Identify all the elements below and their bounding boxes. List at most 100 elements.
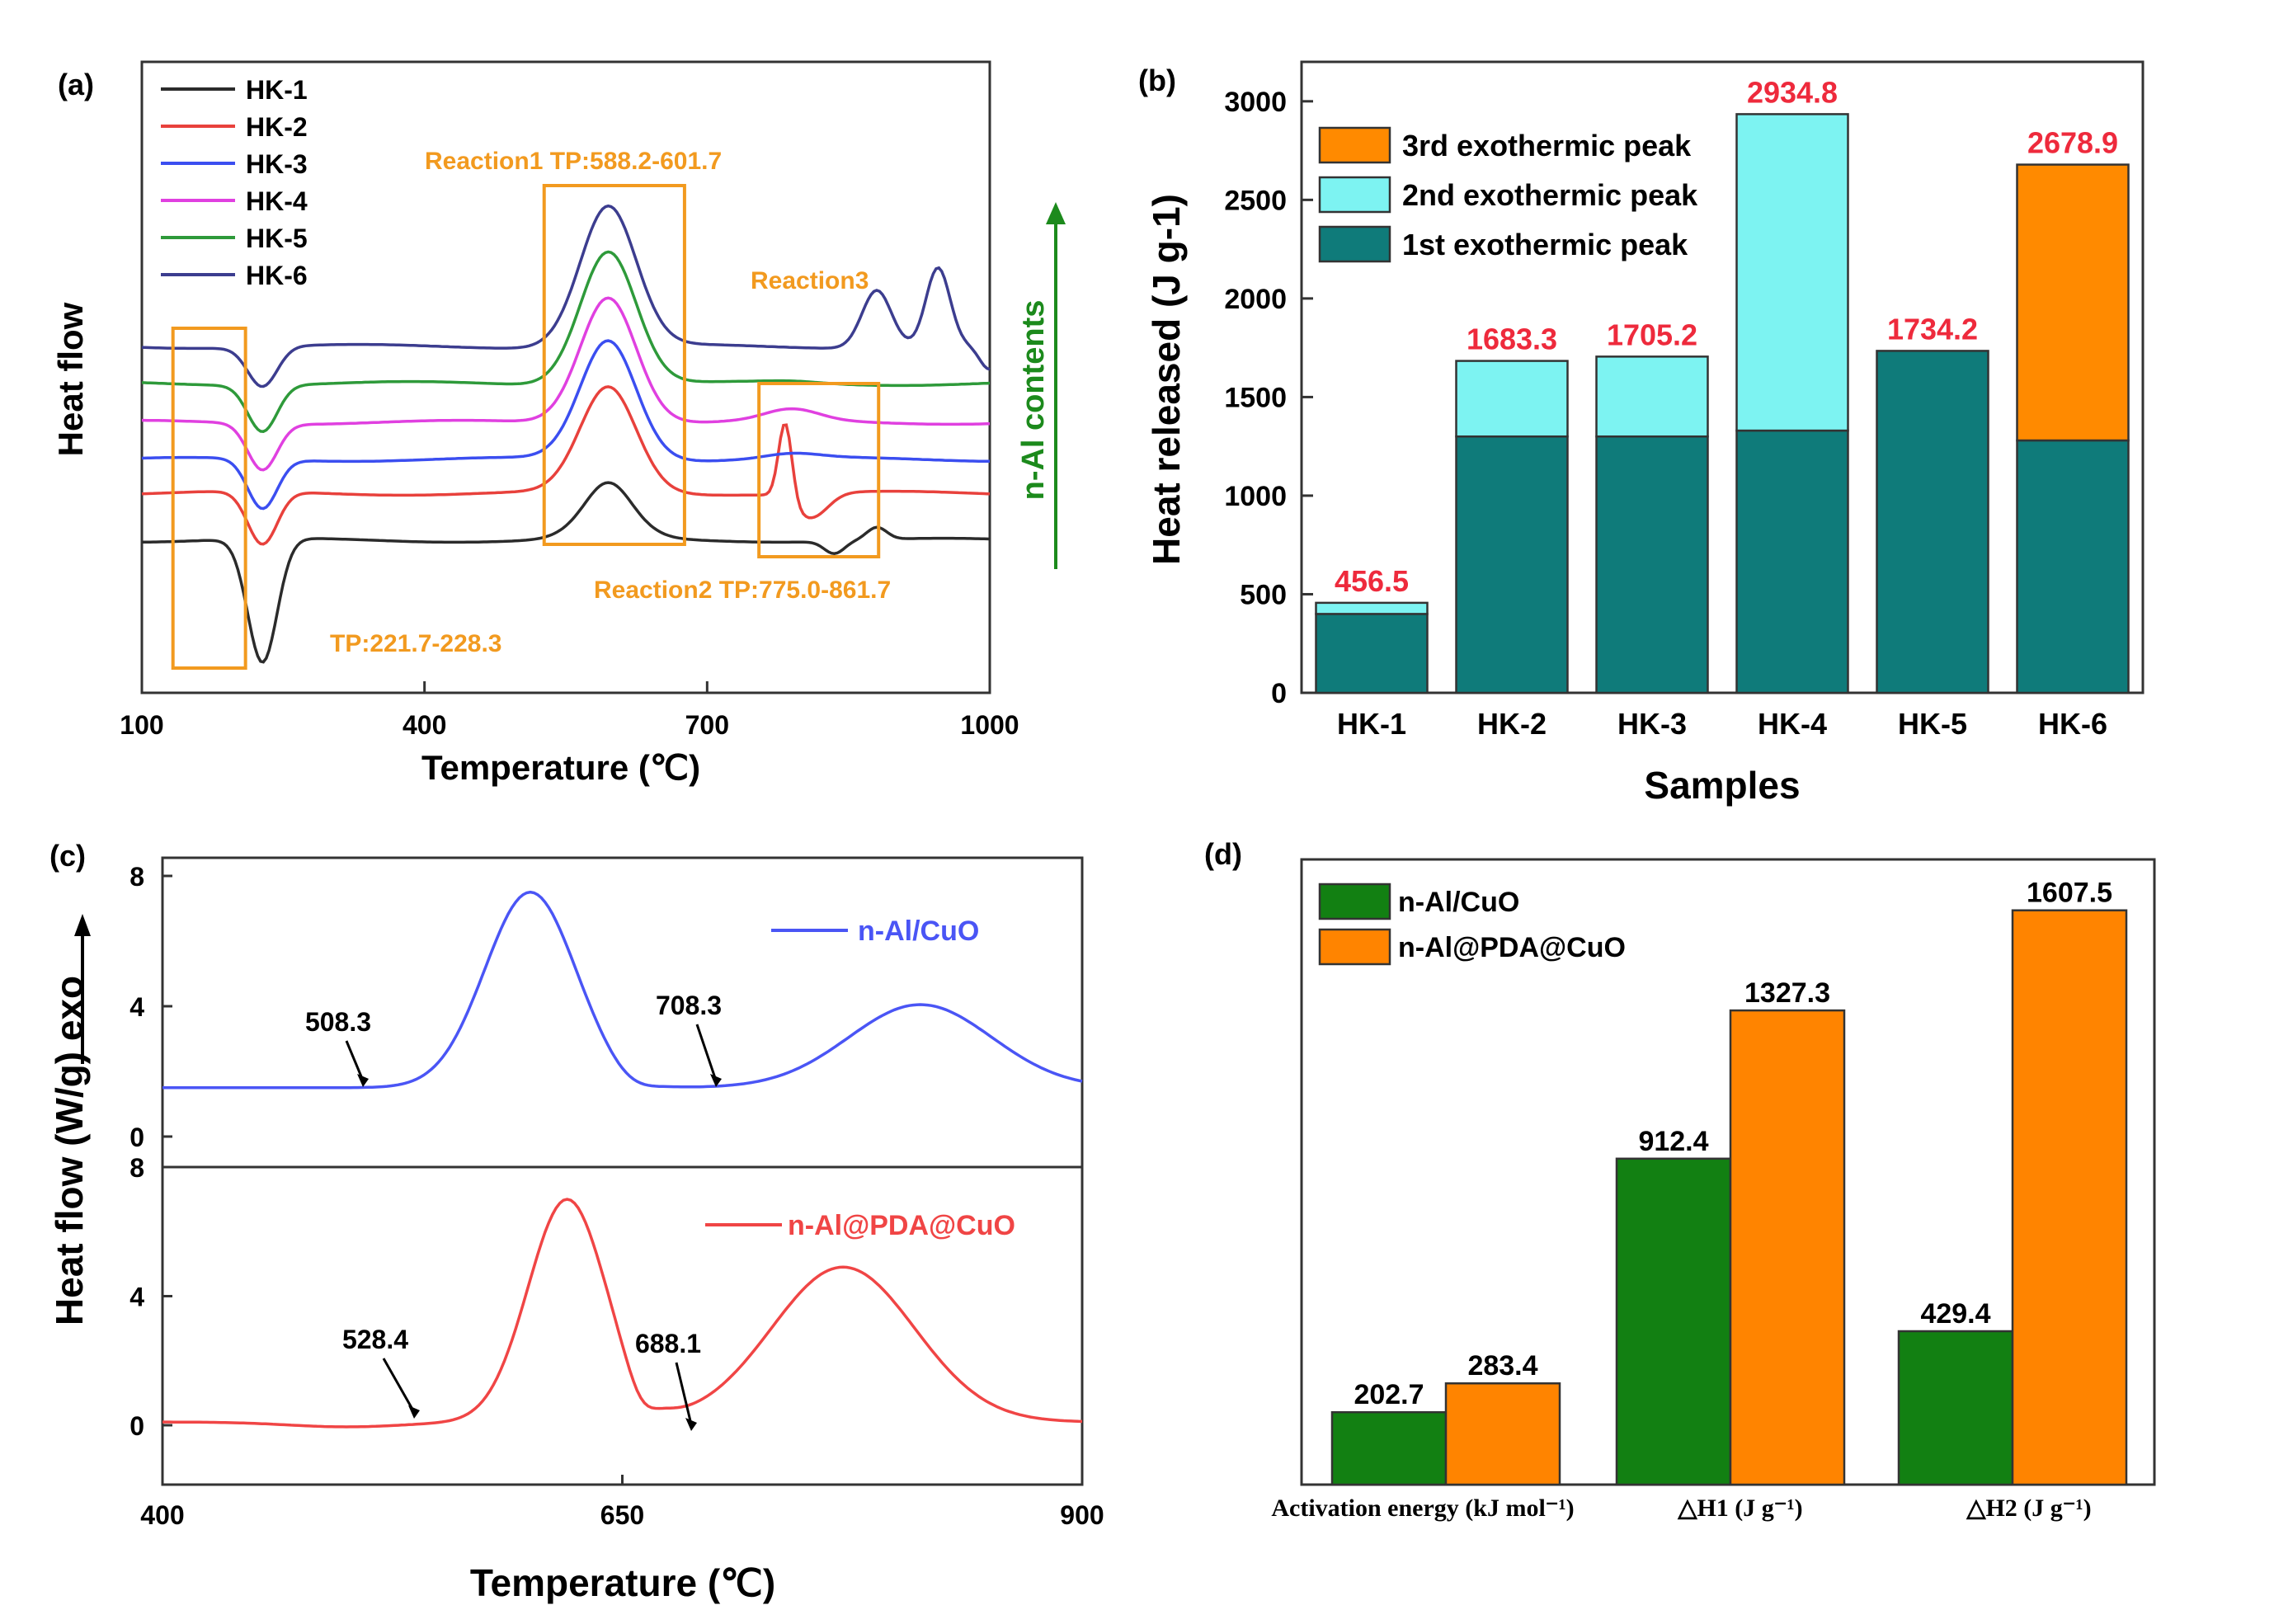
legend-label: HK-6 [246, 261, 308, 290]
bar [1729, 1009, 1846, 1486]
x-category-label: △H2 (J g⁻¹) [1966, 1495, 2091, 1522]
series-line-n-al-cuo [162, 890, 1083, 1090]
y-tick-label: 0 [129, 1411, 144, 1441]
bar-value-label: 1327.3 [1744, 977, 1830, 1009]
onset-label: 688.1 [635, 1329, 701, 1358]
annotation-box-reaction2 [757, 382, 881, 558]
onset-arrow-head [685, 1418, 697, 1431]
legend-label: n-Al@PDA@CuO [1398, 932, 1626, 963]
bar-segment [1735, 113, 1849, 432]
legend-label: n-Al/CuO [858, 916, 979, 947]
y-tick-label: 0 [1271, 678, 1287, 709]
y-tick-label: 0 [129, 1123, 144, 1152]
legend-label: HK-3 [246, 149, 308, 179]
x-tick-label: HK-4 [1758, 707, 1827, 741]
bar-value-label: 912.4 [1638, 1126, 1708, 1157]
x-tick-label: HK-3 [1617, 707, 1687, 741]
legend-label: n-Al@PDA@CuO [788, 1210, 1015, 1241]
onset-arrow-head [408, 1405, 420, 1419]
y-axis-label: Heat flow [51, 302, 90, 456]
bar-segment [1315, 613, 1429, 694]
bar-total-label: 456.5 [1335, 564, 1409, 598]
bar-segment [1455, 360, 1569, 438]
bar [1897, 1330, 2014, 1486]
x-tick-label: 650 [600, 1500, 644, 1530]
legend-swatch [1318, 126, 1391, 164]
series-line-hk-4 [142, 296, 991, 472]
bar-segment [1595, 435, 1709, 694]
panel-label: (a) [58, 68, 94, 101]
bar-total-label: 1705.2 [1607, 318, 1697, 351]
bar [2011, 909, 2128, 1486]
y-tick-label: 1500 [1224, 382, 1287, 413]
legend-label: 2nd exothermic peak [1402, 178, 1698, 212]
legend-swatch [1318, 176, 1391, 214]
x-category-label: △H1 (J g⁻¹) [1677, 1495, 1802, 1522]
series-line-n-al-pda-cuo [162, 1198, 1083, 1429]
plot-frame [140, 60, 991, 694]
y-tick-label: 2000 [1224, 284, 1287, 315]
green-arrow-head [1046, 202, 1066, 224]
bar-segment [1595, 355, 1709, 438]
y-tick-label: 4 [129, 1283, 144, 1312]
panel-c: (c) 0 0 4 4 8 8 400 650 900 Temperature (℃) Heat fl… [48, 839, 1104, 1604]
panel-b: (b) 0 500 1000 1500 2000 2500 3000 456.5 HK-1 1683… [1138, 60, 2145, 807]
bar-total-label: 1734.2 [1887, 312, 1978, 346]
panel-a: (a) 100 400 700 1000 Temperature (℃) Heat flow… [51, 60, 1066, 787]
legend-swatch [1318, 883, 1391, 920]
x-tick-label: HK-2 [1477, 707, 1547, 741]
y-tick-label: 4 [129, 992, 144, 1022]
bar-segment [1735, 429, 1849, 694]
panel-label: (c) [49, 839, 86, 873]
onset-arrow [675, 1362, 693, 1425]
x-category-label: Activation energy (kJ mol⁻¹) [1271, 1495, 1574, 1522]
onset-label: 508.3 [305, 1007, 371, 1037]
x-tick-label: 700 [685, 710, 729, 740]
onset-arrow-head [357, 1074, 369, 1087]
exo-arrow-head [74, 914, 91, 936]
annotation-reaction3: Reaction3 [751, 267, 869, 294]
onset-arrow [695, 1024, 718, 1081]
onset-label: 528.4 [342, 1325, 408, 1354]
x-tick-label: 900 [1060, 1500, 1104, 1530]
x-axis-label: Temperature (℃) [470, 1561, 775, 1604]
annotation-reaction1: Reaction1 TP:588.2-601.7 [425, 148, 722, 175]
x-tick-label: HK-6 [2038, 707, 2107, 741]
legend-label: HK-2 [246, 112, 308, 142]
series-line-hk-3 [141, 339, 990, 511]
series-line-hk-2 [141, 385, 991, 546]
y-tick-label: 8 [129, 862, 144, 892]
bar-value-label: 283.4 [1467, 1350, 1537, 1382]
plot-frame [161, 856, 1084, 1486]
panel-label: (d) [1204, 837, 1242, 871]
annotation-box-dip [171, 327, 247, 670]
bar-total-label: 2678.9 [2027, 126, 2118, 160]
legend-label: 1st exothermic peak [1402, 228, 1688, 261]
x-tick-label: 100 [120, 710, 163, 740]
y-axis-label: Heat released (J g-1) [1145, 194, 1188, 565]
legend-label: 3rd exothermic peak [1402, 129, 1692, 162]
legend-label: n-Al/CuO [1398, 887, 1519, 918]
bar-total-label: 2934.8 [1747, 75, 1838, 109]
series-line-hk-6 [141, 204, 991, 388]
onset-label: 708.3 [656, 991, 722, 1020]
bar-value-label: 1607.5 [2027, 878, 2112, 909]
legend-swatch [1318, 928, 1391, 966]
x-axis-label: Temperature (℃) [421, 748, 700, 787]
y-axis-label: Heat flow (W/g) exo [48, 976, 91, 1325]
y-tick-label: 3000 [1224, 87, 1287, 118]
bar [1330, 1410, 1448, 1486]
x-tick-label: 400 [403, 710, 446, 740]
bar-segment [1876, 350, 1989, 694]
legend-label: HK-4 [246, 186, 308, 216]
bar-value-label: 429.4 [1920, 1298, 1990, 1330]
series-line-hk-1 [142, 481, 991, 664]
x-tick-label: HK-1 [1337, 707, 1406, 741]
bar-segment [1455, 435, 1569, 694]
bar-segment [1315, 601, 1429, 615]
x-tick-label: HK-5 [1898, 707, 1967, 741]
bar-segment [2016, 163, 2130, 442]
onset-arrow [345, 1040, 365, 1081]
onset-arrow-head [710, 1074, 722, 1087]
